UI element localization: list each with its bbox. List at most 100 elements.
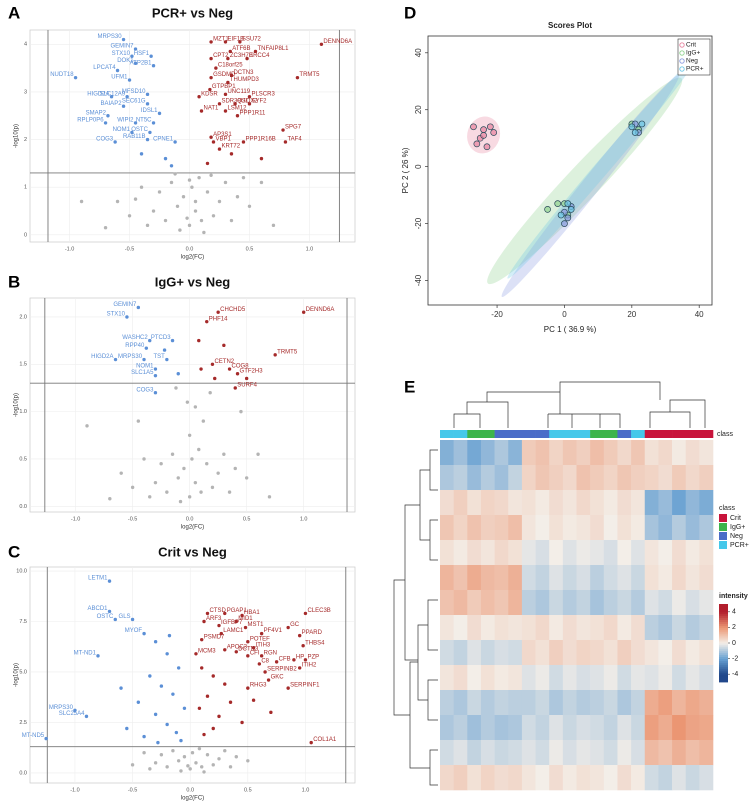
point (153, 639, 158, 644)
heatmap-cell (453, 740, 468, 766)
y-tick-label: 0.0 (19, 504, 27, 510)
point (174, 386, 178, 390)
point (125, 726, 129, 731)
point (176, 476, 180, 480)
class-bar-cell (562, 430, 577, 438)
point (217, 757, 221, 761)
heatmap-cell (617, 615, 632, 641)
colorbar-segment (719, 607, 728, 611)
point (103, 121, 108, 125)
point (209, 56, 213, 61)
point (202, 619, 206, 624)
gene-label: PPP1R11 (239, 110, 266, 116)
heatmap-cell (672, 490, 686, 516)
heatmap-cell (467, 665, 482, 691)
gene-label: DENND6A (323, 39, 352, 45)
gene-label: ITIH3 (256, 642, 271, 648)
class-bar-cell (644, 430, 659, 438)
heatmap-cell (467, 590, 482, 616)
heatmap-cell (562, 565, 577, 591)
gene-label: QSOX2 (237, 98, 258, 104)
heatmap-cell (440, 765, 454, 791)
gene-label: LAMC1 (223, 628, 244, 634)
heatmap-cell (521, 715, 536, 741)
point (136, 305, 141, 310)
heatmap-cell (644, 540, 659, 566)
heatmap-cell (658, 590, 673, 616)
heatmap-cell (549, 590, 564, 616)
colorbar-segment (719, 619, 728, 622)
heatmap-cell (631, 765, 646, 791)
heatmap-cell (603, 765, 618, 791)
legend-label: PCR+ (686, 66, 704, 73)
point (148, 674, 152, 678)
class-bar-cell (658, 430, 673, 438)
gene-label: IGFBP7 (221, 620, 243, 626)
heatmap-cell (576, 615, 591, 641)
heatmap-cell (699, 490, 714, 516)
gene-label: PZP (307, 654, 319, 660)
x-tick-label: 1.0 (306, 246, 314, 252)
point (561, 220, 568, 227)
heatmap-cell (658, 715, 673, 741)
point (187, 178, 192, 182)
point (199, 367, 203, 371)
heatmap-cell (549, 665, 564, 691)
point (185, 400, 190, 404)
gene-label: COG8 (232, 364, 250, 370)
heatmap-cell (494, 715, 509, 741)
heatmap-cell (699, 640, 714, 666)
point (197, 175, 201, 180)
heatmap-cell (494, 565, 509, 591)
y-tick-label: 1.0 (19, 409, 27, 415)
colorbar-segment (719, 652, 728, 656)
point (235, 114, 240, 118)
gene-label: TNFAIP8L1 (257, 46, 289, 52)
point (163, 218, 168, 223)
heatmap-cell (467, 565, 482, 591)
point (301, 644, 305, 648)
point (470, 123, 477, 131)
point (251, 698, 256, 702)
gene-label: PTCD3 (151, 335, 171, 341)
heatmap-cell (467, 765, 482, 791)
point (139, 185, 144, 189)
heatmap-cell (699, 690, 714, 716)
x-tick-label: -1.0 (71, 516, 80, 522)
colorbar-segment (719, 654, 728, 658)
colorbar-segment (719, 613, 728, 617)
gene-label: MST1 (248, 622, 265, 628)
heatmap-cell (603, 565, 618, 591)
gene-label: PGAP1 (227, 608, 248, 614)
heatmap-cell (440, 665, 454, 691)
colorbar-tick-label: 4 (732, 609, 736, 616)
heatmap-cell (562, 515, 577, 541)
panel-letter: D (404, 3, 416, 22)
heatmap-cell (535, 565, 550, 591)
gene-label: PLSCR3 (251, 91, 275, 97)
x-axis-label: log2(FC) (181, 796, 204, 802)
heatmap-cell (603, 440, 618, 466)
y-tick-label: 5.0 (19, 669, 27, 675)
point (211, 726, 215, 731)
point (182, 706, 187, 711)
heatmap-cell (658, 740, 673, 766)
point (145, 102, 150, 106)
gene-label: ARF3 (206, 616, 222, 622)
point (229, 218, 234, 223)
point (142, 357, 146, 362)
point (251, 646, 256, 650)
colorbar-segment (719, 664, 728, 667)
point (142, 457, 146, 461)
gene-label: SMAP2 (86, 110, 107, 116)
point (200, 637, 204, 642)
point (259, 156, 264, 161)
point (197, 447, 201, 452)
heatmap-cell (535, 590, 550, 616)
heatmap-cell (631, 565, 646, 591)
point (295, 75, 300, 80)
point (165, 765, 169, 769)
point (217, 623, 221, 628)
heatmap-cell (549, 690, 564, 716)
heatmap-cell (480, 590, 495, 616)
